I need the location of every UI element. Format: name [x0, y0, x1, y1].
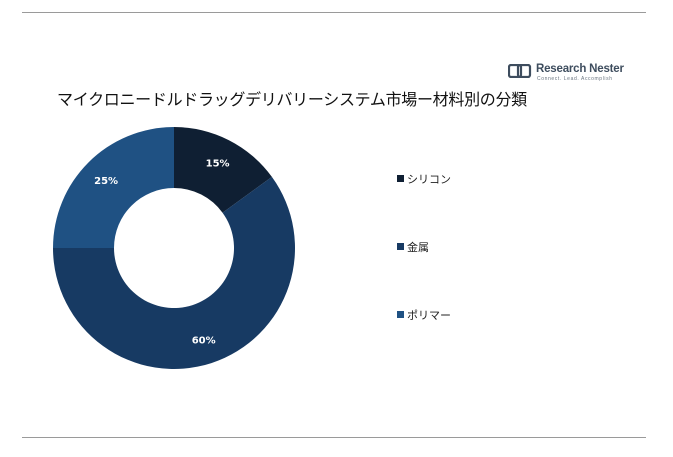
slice-label-3: 25%: [94, 176, 118, 187]
legend-label: シリコン: [407, 173, 451, 186]
legend-swatch: [397, 175, 404, 182]
legend-label: ポリマー: [407, 309, 451, 322]
donut-slice-3: [53, 127, 174, 248]
legend-swatch: [397, 311, 404, 318]
slice-label-1: 15%: [206, 158, 230, 169]
brand-name: Research Nester: [536, 63, 624, 75]
research-nester-logo: Research Nester Connect. Lead. Accomplis…: [508, 63, 624, 83]
slice-label-2: 60%: [192, 335, 216, 346]
logo-mark-icon: [508, 64, 532, 78]
bottom-divider: [22, 437, 646, 438]
legend-label: 金属: [407, 241, 429, 254]
legend-swatch: [397, 243, 404, 250]
donut-slice-2: [53, 176, 295, 370]
chart-title: マイクロニードルドラッグデリバリーシステム市場ー材料別の分類: [57, 90, 527, 109]
top-divider: [22, 12, 646, 13]
donut-slice-1: [174, 127, 272, 213]
brand-tagline: Connect. Lead. Accomplish: [537, 76, 613, 82]
